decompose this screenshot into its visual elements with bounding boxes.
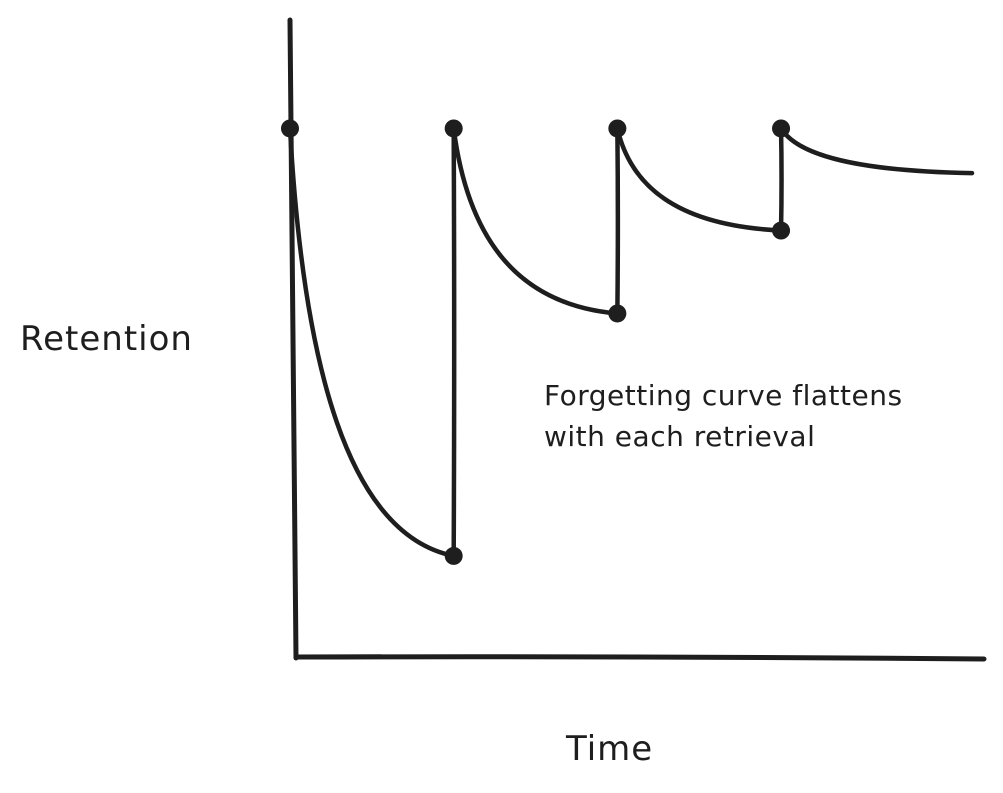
retrieval-markers: [281, 119, 791, 565]
data-point-5: [608, 304, 627, 323]
data-point-4: [608, 119, 627, 138]
data-point-3: [444, 546, 463, 565]
data-point-6: [772, 119, 791, 138]
decay-curve-2: [451, 126, 620, 316]
annotation-line-2: with each retrieval: [544, 420, 815, 453]
y-axis-label: Retention: [20, 319, 193, 359]
x-axis: [293, 654, 987, 662]
annotation-line-1: Forgetting curve flattens: [544, 379, 903, 412]
retrieval-jump-2: [615, 126, 621, 316]
data-point-1: [281, 119, 299, 138]
y-axis: [287, 17, 299, 661]
retrieval-jump-1: [451, 126, 457, 559]
decay-curve-1: [287, 126, 456, 559]
retention-curves: [287, 126, 975, 559]
data-point-2: [444, 119, 463, 138]
decay-curve-3: [615, 126, 784, 233]
x-axis-label: Time: [565, 729, 653, 769]
data-point-7: [772, 221, 791, 240]
retrieval-jump-3: [778, 126, 784, 233]
axes: [287, 17, 987, 662]
decay-curve-4: [778, 126, 975, 176]
